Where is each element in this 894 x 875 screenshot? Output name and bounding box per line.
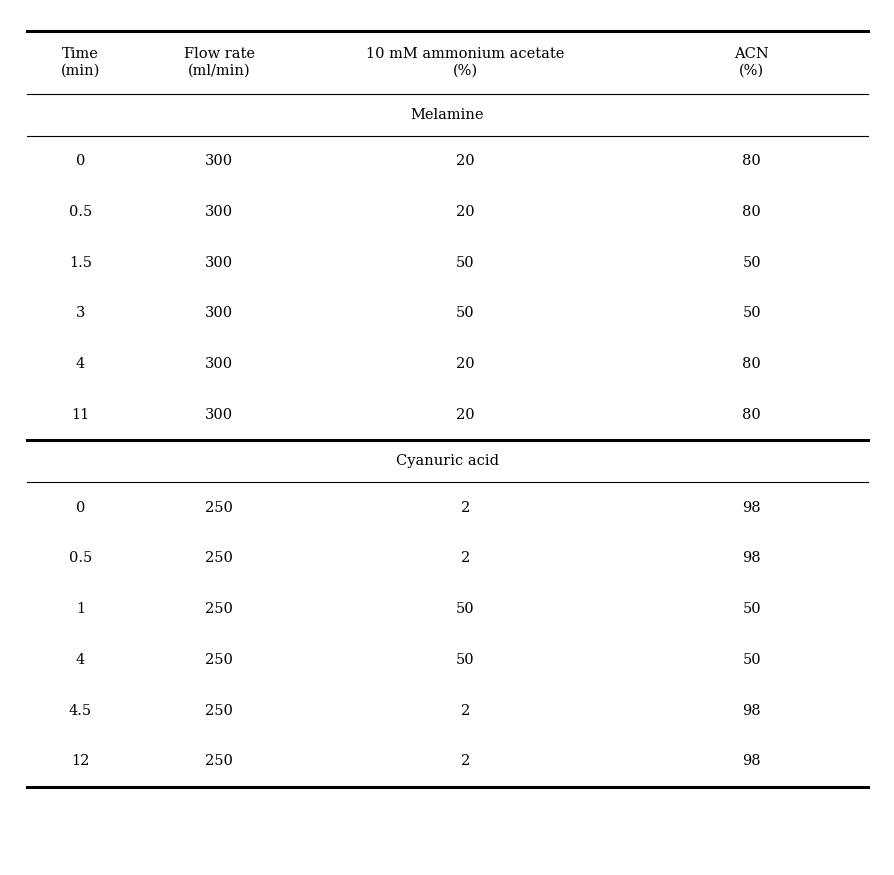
- Text: Cyanuric acid: Cyanuric acid: [395, 454, 499, 468]
- Text: 0.5: 0.5: [69, 205, 92, 219]
- Text: 20: 20: [456, 357, 474, 371]
- Text: 11: 11: [72, 408, 89, 422]
- Text: 20: 20: [456, 154, 474, 168]
- Text: 50: 50: [742, 255, 760, 270]
- Text: 20: 20: [456, 408, 474, 422]
- Text: 250: 250: [205, 602, 233, 616]
- Text: 2: 2: [460, 704, 469, 717]
- Text: 300: 300: [205, 205, 233, 219]
- Text: 20: 20: [456, 205, 474, 219]
- Text: 98: 98: [742, 704, 760, 717]
- Text: 0: 0: [76, 154, 85, 168]
- Text: 0: 0: [76, 500, 85, 514]
- Text: 0.5: 0.5: [69, 551, 92, 565]
- Text: 80: 80: [742, 154, 760, 168]
- Text: 80: 80: [742, 408, 760, 422]
- Text: Flow rate
(ml/min): Flow rate (ml/min): [183, 47, 255, 77]
- Text: 50: 50: [742, 306, 760, 320]
- Text: 250: 250: [205, 704, 233, 717]
- Text: 1: 1: [76, 602, 85, 616]
- Text: 80: 80: [742, 357, 760, 371]
- Text: 250: 250: [205, 653, 233, 667]
- Text: 80: 80: [742, 205, 760, 219]
- Text: Time
(min): Time (min): [61, 47, 100, 77]
- Text: 300: 300: [205, 408, 233, 422]
- Text: ACN
(%): ACN (%): [734, 47, 768, 77]
- Text: 98: 98: [742, 551, 760, 565]
- Text: 50: 50: [742, 653, 760, 667]
- Text: 300: 300: [205, 154, 233, 168]
- Text: 1.5: 1.5: [69, 255, 92, 270]
- Text: 98: 98: [742, 754, 760, 768]
- Text: Melamine: Melamine: [410, 108, 484, 122]
- Text: 2: 2: [460, 551, 469, 565]
- Text: 50: 50: [456, 602, 474, 616]
- Text: 300: 300: [205, 306, 233, 320]
- Text: 4: 4: [76, 357, 85, 371]
- Text: 98: 98: [742, 500, 760, 514]
- Text: 250: 250: [205, 754, 233, 768]
- Text: 10 mM ammonium acetate
(%): 10 mM ammonium acetate (%): [366, 47, 564, 77]
- Text: 4.5: 4.5: [69, 704, 92, 717]
- Text: 300: 300: [205, 357, 233, 371]
- Text: 2: 2: [460, 754, 469, 768]
- Text: 50: 50: [456, 255, 474, 270]
- Text: 12: 12: [72, 754, 89, 768]
- Text: 3: 3: [76, 306, 85, 320]
- Text: 50: 50: [456, 306, 474, 320]
- Text: 300: 300: [205, 255, 233, 270]
- Text: 250: 250: [205, 500, 233, 514]
- Text: 4: 4: [76, 653, 85, 667]
- Text: 50: 50: [456, 653, 474, 667]
- Text: 2: 2: [460, 500, 469, 514]
- Text: 250: 250: [205, 551, 233, 565]
- Text: 50: 50: [742, 602, 760, 616]
